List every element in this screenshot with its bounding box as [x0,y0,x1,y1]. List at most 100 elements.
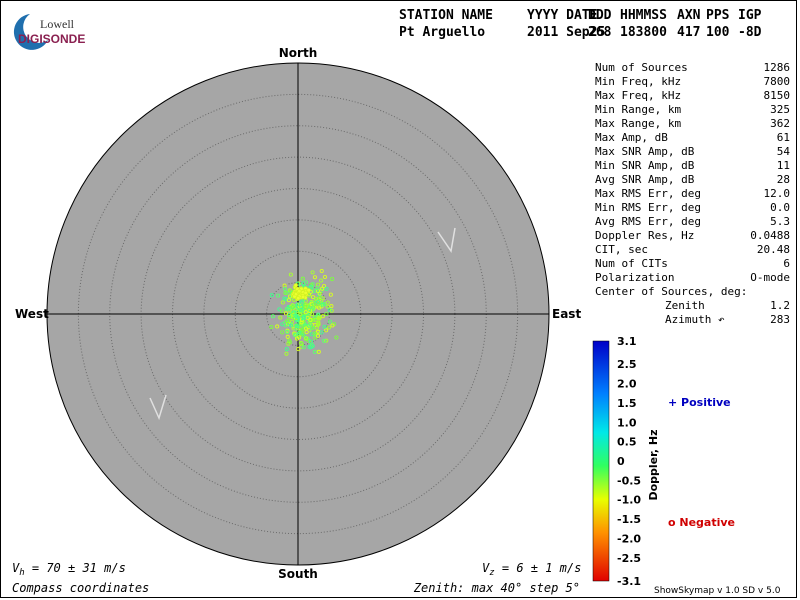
source-dot [310,344,315,349]
source-dot [305,315,310,320]
colorbar-tick-label: -0.5 [617,474,641,487]
header-value: 268 [588,25,612,40]
stat-label: Polarization [595,271,674,284]
colorbar-tick-label: -1.5 [617,513,641,526]
source-dot [294,336,300,341]
source-dot [275,324,280,329]
source-dot [306,288,311,293]
source-dot [311,302,317,307]
source-dot [334,335,339,340]
source-dot [290,305,295,310]
colorbar-tick-label: 1.0 [617,416,637,429]
header-column: STATION NAME [399,8,493,23]
source-dot [280,330,285,335]
source-dot [301,315,306,320]
colorbar-tick-label: -2.5 [617,552,641,565]
source-dot [324,328,329,333]
stat-label: Max Freq, kHz [595,89,681,102]
source-dot [293,313,298,318]
stat-label: Max RMS Err, deg [595,187,701,200]
vh-symbol: V [12,561,20,575]
source-dot [316,349,321,354]
source-dot [329,308,334,313]
sources [269,268,339,356]
stat-value: 6 [783,257,790,270]
stat-value: 0.0 [770,201,790,214]
north-label: North [279,46,317,60]
header-column: AXN [677,8,701,23]
west-label: West [15,307,49,321]
source-dot [295,317,300,322]
colorbar-tick-label: -3.1 [617,575,641,588]
header-value: 183800 [620,25,667,40]
stat-value: 20.48 [757,243,790,256]
stat-label: Min Range, km [595,103,681,116]
source-dot [317,295,322,301]
source-dot [316,300,321,305]
source-dot [282,286,287,291]
source-dot [284,307,289,312]
source-dot [269,293,274,298]
source-dot [312,275,317,280]
source-dot [296,347,301,352]
stat-value: 54 [777,145,791,158]
vh-text: Vh = 70 ± 31 m/s [12,561,126,578]
header-value: 100 [706,25,730,40]
source-dot [304,280,309,285]
colorbar-tick-label: 2.0 [617,378,637,391]
source-dot [303,310,308,315]
source-dot [319,330,324,335]
source-dot [287,340,292,345]
source-dot [296,296,301,301]
header-value: Pt Arguello [399,25,485,40]
source-dot [300,276,305,281]
header-column: HHMMSS [620,8,667,23]
source-dot [308,339,313,344]
stat-value: 28 [777,173,790,186]
header-value: -8D [738,25,762,40]
negative-legend: o Negative [668,516,735,529]
colorbar-tick-label: 2.5 [617,358,637,371]
source-dot [285,334,290,339]
source-dot [327,308,332,313]
source-dot [315,333,321,338]
colorbar-tick-label: 3.1 [617,335,637,348]
source-dot [287,288,292,293]
logo-product: DIGISONDE [18,32,85,46]
source-dot [307,328,312,333]
source-dot [330,323,335,328]
source-dot [324,338,329,343]
stat-label: Max Range, km [595,117,681,130]
source-dot [322,274,328,280]
coords-text: Compass coordinates [12,581,149,595]
header-value: 417 [677,25,700,40]
source-dot [300,294,306,299]
source-dot [297,330,302,335]
stat-value: 5.3 [770,215,790,228]
source-dot [297,289,302,294]
source-dot [282,296,287,301]
source-dot [319,268,324,274]
stat-label: Min SNR Amp, dB [595,159,695,172]
source-dot [293,283,298,288]
source-dot [319,304,324,309]
stat-value: 362 [770,117,790,130]
stat-value: O-mode [750,271,790,284]
center-label: Azimuth ↶ [665,313,725,326]
source-dot [310,270,315,275]
south-label: South [278,567,318,581]
center-title: Center of Sources, deg: [595,285,747,298]
source-dot [322,324,327,329]
source-dot [298,325,303,330]
colorbar-tick-label: 1.5 [617,397,637,410]
positive-legend: + Positive [668,396,731,409]
source-dot [288,272,293,277]
source-dot [319,278,324,283]
source-dot [291,310,296,315]
source-dot [299,304,304,310]
source-dot [309,301,314,306]
source-dot [324,312,329,317]
source-dot [311,325,316,330]
colorbar-tick-label: -1.0 [617,494,641,507]
